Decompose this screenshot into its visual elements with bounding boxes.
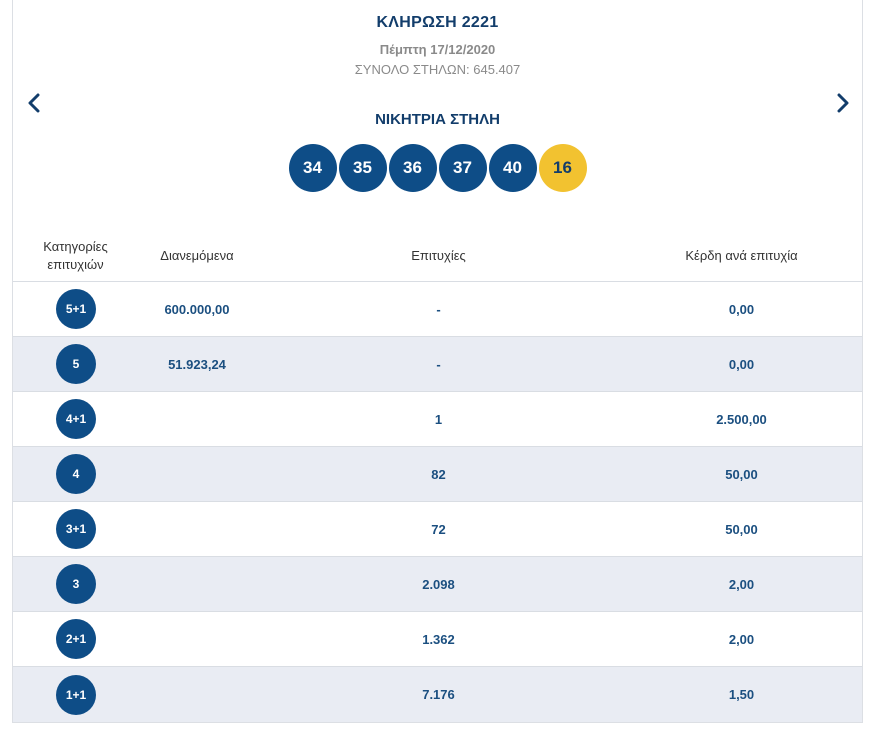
winning-column-title: ΝΙΚΗΤΡΙΑ ΣΤΗΛΗ	[375, 111, 500, 128]
category-cell: 4	[13, 454, 138, 494]
distributed-cell: 600.000,00	[164, 301, 230, 317]
chevron-right-icon	[837, 93, 849, 113]
prize-cell: 2.500,00	[716, 411, 767, 427]
total-columns: ΣΥΝΟΛΟ ΣΤΗΛΩΝ: 645.407	[13, 62, 862, 77]
category-badge: 2+1	[56, 619, 96, 659]
prize-table: Κατηγορίες επιτυχιών Διανεμόμενα Επιτυχί…	[13, 230, 862, 722]
table-row: 2+1 1.362 2,00	[13, 612, 862, 667]
category-badge: 4	[56, 454, 96, 494]
category-cell: 3+1	[13, 509, 138, 549]
draw-title: ΚΛΗΡΩΣΗ 2221	[376, 14, 499, 31]
prize-cell: 1,50	[728, 687, 755, 702]
table-row: 3+1 72 50,00	[13, 502, 862, 557]
number-ball: 36	[388, 144, 437, 192]
total-columns-value: 645.407	[473, 62, 521, 77]
total-columns-label: ΣΥΝΟΛΟ ΣΤΗΛΩΝ:	[354, 62, 470, 77]
category-badge: 5	[56, 344, 96, 384]
prize-cell: 50,00	[725, 521, 758, 537]
category-cell: 2+1	[13, 619, 138, 659]
header-winners: Επιτυχίες	[411, 247, 466, 263]
category-cell: 3	[13, 564, 138, 604]
number-ball: 35	[338, 144, 387, 192]
header-category-line2: επιτυχιών	[47, 256, 104, 272]
table-row: 3 2.098 2,00	[13, 557, 862, 612]
table-row: 5 51.923,24 - 0,00	[13, 337, 862, 392]
category-cell: 1+1	[13, 674, 138, 715]
table-body: 5+1 600.000,00 - 0,00 5 51.923,24 - 0,00…	[13, 282, 862, 722]
table-row: 5+1 600.000,00 - 0,00	[13, 282, 862, 337]
number-ball: 37	[438, 144, 487, 192]
header-distributed: Διανεμόμενα	[160, 247, 234, 263]
winners-cell: 82	[431, 466, 446, 482]
prize-cell: 2,00	[728, 576, 755, 592]
distributed-cell: 51.923,24	[168, 356, 226, 372]
category-badge: 4+1	[56, 399, 96, 439]
prize-cell: 0,00	[728, 356, 755, 372]
results-panel: ΚΛΗΡΩΣΗ 2221 Πέμπτη 17/12/2020 ΣΥΝΟΛΟ ΣΤ…	[12, 0, 863, 723]
winners-cell: 72	[431, 521, 446, 537]
winners-cell: -	[436, 356, 441, 372]
category-cell: 5+1	[13, 289, 138, 329]
category-badge: 3+1	[56, 509, 96, 549]
category-badge: 5+1	[56, 289, 96, 329]
bonus-ball: 16	[538, 144, 587, 192]
prize-cell: 0,00	[728, 301, 755, 317]
category-cell: 5	[13, 344, 138, 384]
prize-cell: 50,00	[725, 466, 758, 482]
table-header: Κατηγορίες επιτυχιών Διανεμόμενα Επιτυχί…	[13, 230, 862, 282]
table-row: 4+1 1 2.500,00	[13, 392, 862, 447]
table-row: 1+1 7.176 1,50	[13, 667, 862, 722]
winners-cell: 2.098	[422, 576, 455, 592]
winners-cell: 7.176	[422, 687, 455, 702]
category-cell: 4+1	[13, 399, 138, 439]
category-badge: 3	[56, 564, 96, 604]
draw-date: Πέμπτη 17/12/2020	[379, 42, 496, 57]
category-badge: 1+1	[56, 674, 96, 715]
winners-cell: -	[436, 301, 441, 317]
header-category-line1: Κατηγορίες	[43, 238, 108, 254]
table-row: 4 82 50,00	[13, 447, 862, 502]
header-prize: Κέρδη ανά επιτυχία	[685, 247, 798, 263]
winners-cell: 1.362	[422, 631, 455, 647]
previous-draw-button[interactable]	[22, 90, 46, 116]
chevron-left-icon	[28, 93, 40, 113]
winners-cell: 1	[434, 411, 443, 427]
number-ball: 40	[488, 144, 537, 192]
header-category: Κατηγορίες επιτυχιών	[13, 238, 138, 274]
winning-numbers: 34 35 36 37 40 16	[13, 144, 862, 192]
number-ball: 34	[288, 144, 337, 192]
prize-cell: 2,00	[728, 631, 755, 647]
next-draw-button[interactable]	[831, 90, 855, 116]
